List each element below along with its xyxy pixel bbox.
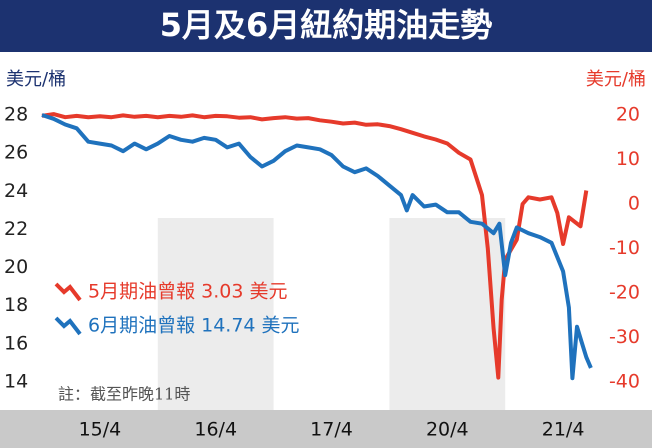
day-shade — [157, 218, 274, 410]
title-bar — [0, 0, 652, 52]
y2-tick-label: 20 — [616, 104, 640, 126]
y2-tick-label: -40 — [609, 371, 640, 393]
y-tick-label: 20 — [4, 256, 28, 278]
y-tick-label: 26 — [4, 142, 28, 164]
y-tick-label: 18 — [4, 294, 28, 316]
x-tick-label: 20/4 — [426, 419, 469, 441]
x-axis-band — [0, 410, 652, 448]
legend-label: 6月期油曾報 14.74 美元 — [88, 315, 300, 337]
x-tick-label: 21/4 — [542, 419, 585, 441]
series-line — [41, 113, 593, 381]
y-tick-label: 14 — [4, 371, 28, 393]
legend-icon — [54, 282, 82, 302]
y2-tick-label: -20 — [609, 282, 640, 304]
series-line — [41, 112, 589, 380]
legend-icon — [54, 316, 82, 336]
y-axis-label: 美元/桶 — [6, 69, 66, 90]
x-tick-label: 17/4 — [310, 419, 353, 441]
y-tick-label: 28 — [4, 104, 28, 126]
x-tick-label: 15/4 — [79, 419, 122, 441]
chart-title: 5月及6月紐約期油走勢 — [160, 6, 493, 44]
shading — [157, 218, 506, 410]
y-tick-label: 16 — [4, 332, 28, 354]
y-tick-label: 22 — [4, 218, 28, 240]
y2-tick-label: -30 — [609, 326, 640, 348]
y2-tick-label: -10 — [609, 237, 640, 259]
y-tick-label: 24 — [4, 180, 28, 202]
y2-axis-label: 美元/桶 — [586, 69, 646, 90]
legend-label: 5月期油曾報 3.03 美元 — [88, 281, 287, 303]
note: 註：截至昨晚11時 — [58, 385, 190, 404]
day-shade — [389, 218, 506, 410]
x-tick-label: 16/4 — [194, 419, 237, 441]
y2-tick-label: 0 — [628, 193, 640, 215]
y2-tick-label: 10 — [616, 148, 640, 170]
